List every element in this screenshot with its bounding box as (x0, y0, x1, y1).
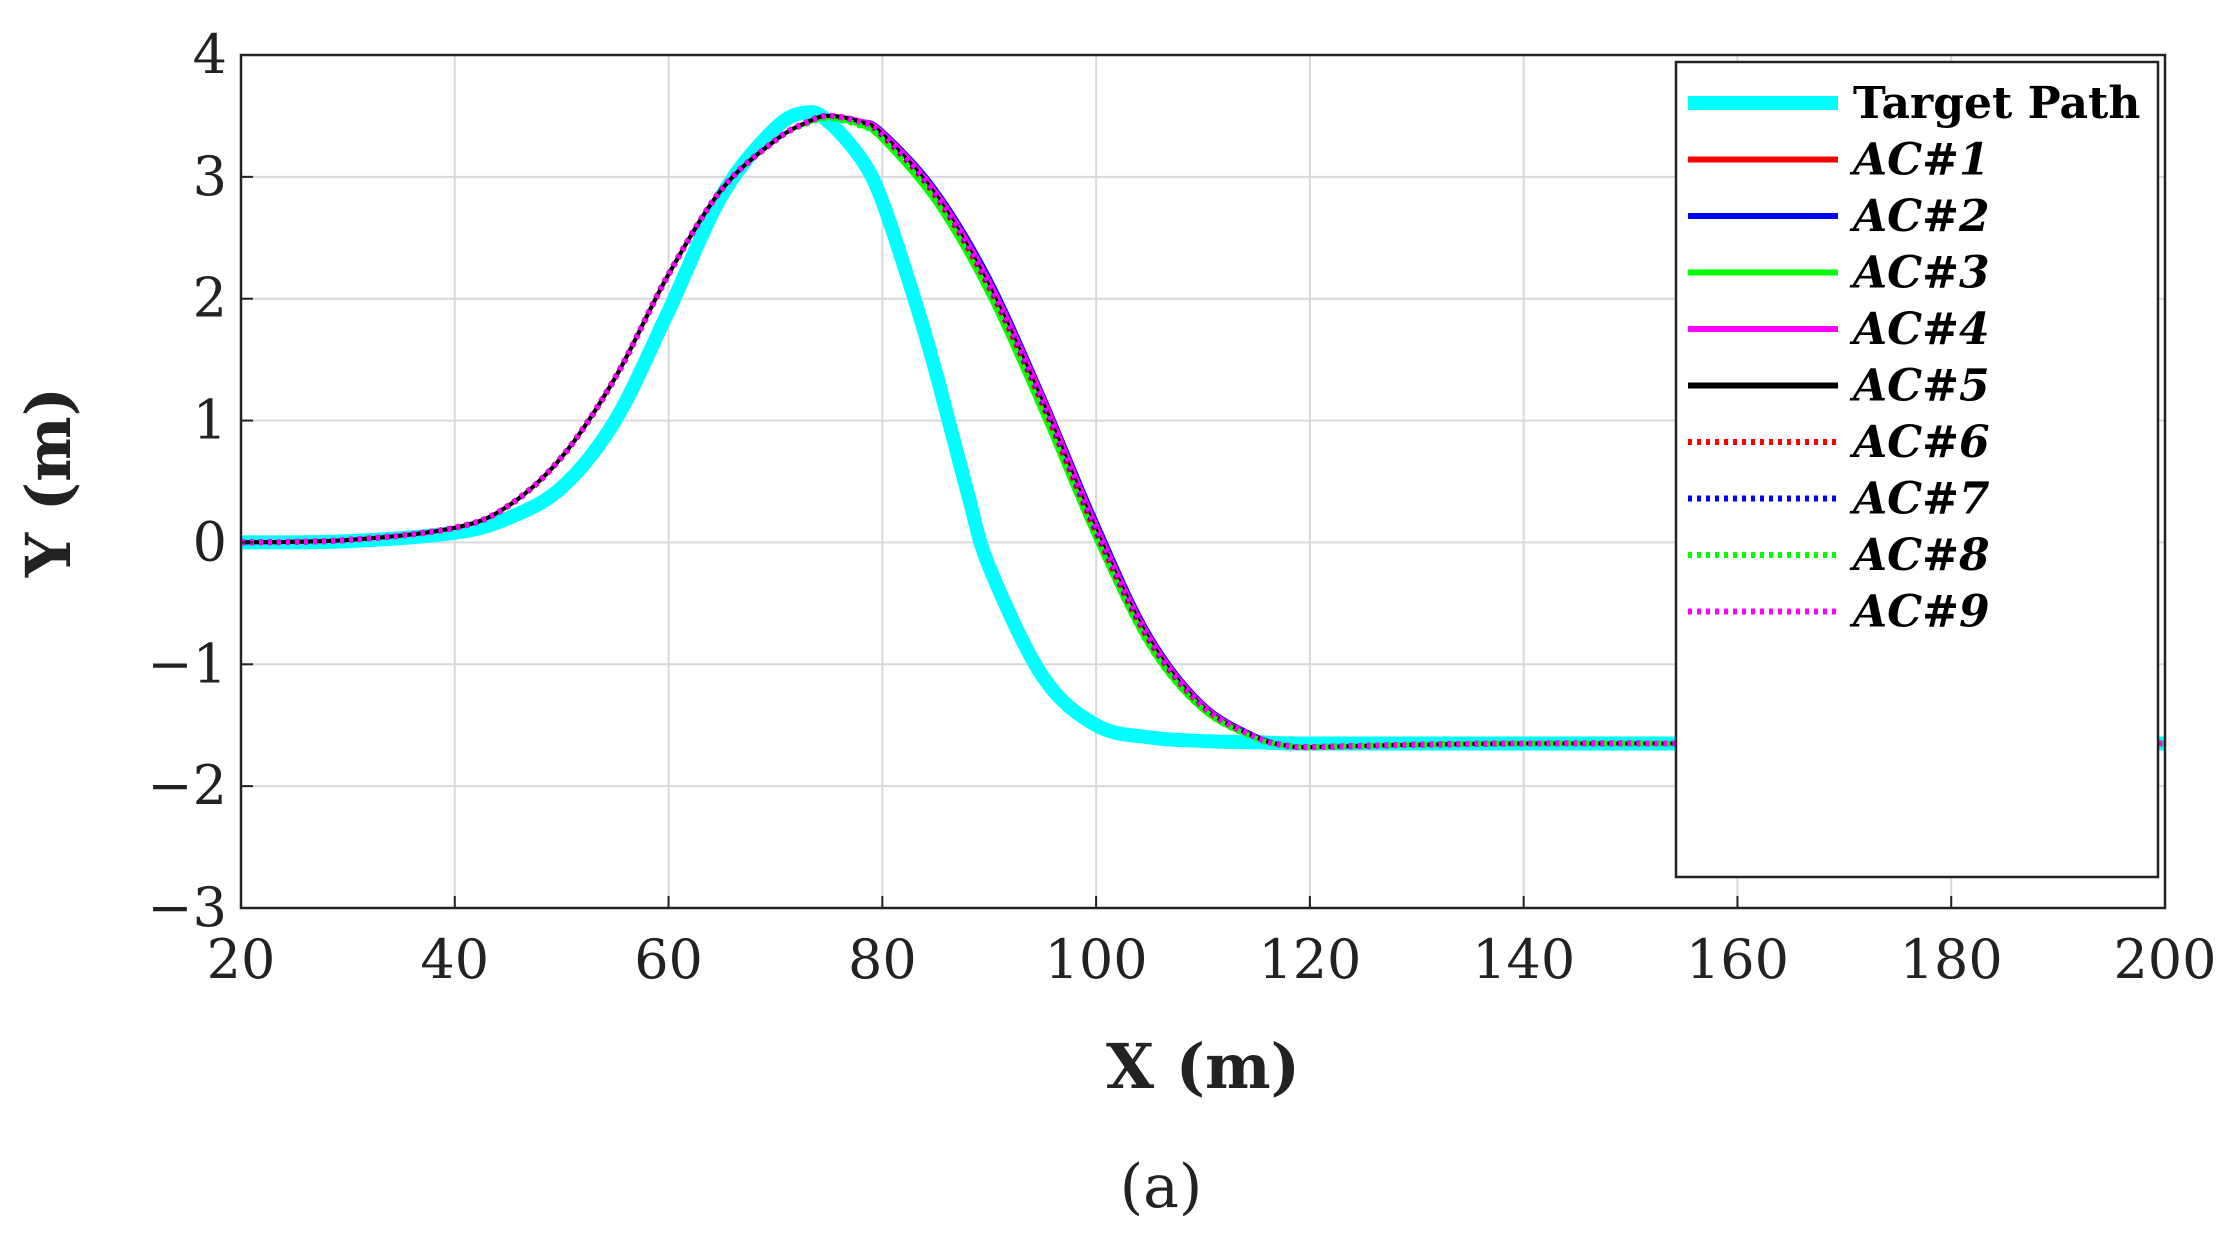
y-tick-label: 1 (193, 389, 227, 452)
y-axis-ticks: −3 −2 −1 0 1 2 3 4 (147, 23, 253, 939)
y-tick-label: 2 (193, 267, 227, 330)
x-tick-label: 80 (848, 928, 917, 991)
legend-label: AC#7 (1849, 474, 1990, 525)
y-tick-label: −2 (147, 754, 227, 817)
x-tick-label: 200 (2113, 928, 2216, 991)
legend-label: AC#4 (1849, 304, 1990, 355)
x-tick-label: 140 (1472, 928, 1575, 991)
y-tick-label: 3 (193, 145, 227, 208)
x-axis-label: X (m) (1106, 1030, 1300, 1103)
series-layer (241, 105, 2165, 751)
legend-label: AC#8 (1849, 530, 1990, 581)
legend-label: AC#6 (1849, 417, 1990, 468)
x-tick-label: 120 (1258, 928, 1361, 991)
legend-label: AC#9 (1849, 587, 1990, 638)
legend-label: Target Path (1853, 78, 2140, 129)
figure-caption: (a) (1120, 1152, 1203, 1222)
x-tick-label: 40 (420, 928, 489, 991)
y-tick-label: 4 (193, 23, 227, 86)
x-tick-label: 60 (634, 928, 703, 991)
x-axis-ticks: 20 40 60 80 100 120 140 160 180 200 (207, 896, 2217, 991)
x-tick-label: 20 (207, 928, 276, 991)
y-axis-label: Y (m) (12, 387, 85, 578)
legend-label: AC#1 (1849, 135, 1990, 186)
legend-label: AC#2 (1849, 191, 1990, 242)
x-tick-label: 100 (1045, 928, 1148, 991)
legend-box (1674, 60, 2160, 879)
x-tick-label: 180 (1900, 928, 2003, 991)
legend-label: AC#3 (1849, 248, 1990, 299)
y-tick-label: 0 (193, 510, 227, 573)
legend-label: AC#5 (1849, 361, 1990, 412)
y-tick-label: −1 (147, 632, 227, 695)
y-tick-label: −3 (147, 876, 227, 939)
x-tick-label: 160 (1686, 928, 1789, 991)
legend: Target PathAC#1AC#2AC#3AC#4AC#5AC#6AC#7A… (1674, 60, 2160, 879)
series-line-ac-9 (241, 112, 2165, 751)
plot-frame (239, 53, 2167, 910)
